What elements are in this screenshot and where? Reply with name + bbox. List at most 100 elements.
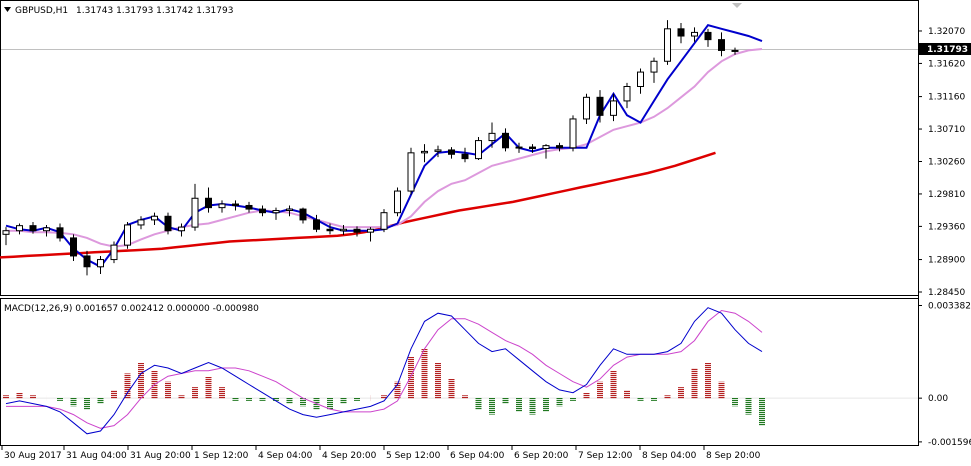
candle xyxy=(16,223,23,235)
bull-candle-body xyxy=(407,152,415,192)
candle xyxy=(70,234,77,261)
bull-candle-body xyxy=(137,219,145,226)
bear-candle-body xyxy=(313,219,320,230)
bull-candle-body xyxy=(583,96,590,120)
candle xyxy=(178,223,185,237)
bull-candle-body xyxy=(191,197,199,228)
bull-candle-body xyxy=(421,150,428,154)
bear-candle-body xyxy=(704,31,712,41)
candle xyxy=(367,227,374,242)
bear-candle-body xyxy=(596,96,604,116)
candle xyxy=(650,57,658,83)
bull-candle-body xyxy=(569,118,577,149)
candle xyxy=(583,93,590,124)
candle xyxy=(542,144,550,159)
time-tick-label: 31 Aug 20:00 xyxy=(130,451,191,461)
candle xyxy=(313,214,320,233)
bear-candle-body xyxy=(677,28,685,37)
time-tick-label: 6 Sep 04:00 xyxy=(450,451,505,461)
bull-candle-body xyxy=(286,208,293,212)
bull-candle-body xyxy=(16,225,23,232)
bull-candle-body xyxy=(488,132,496,142)
ohlc-values-label: 1.31743 1.31793 1.31742 1.31793 xyxy=(76,6,233,16)
candle xyxy=(205,187,212,213)
candle xyxy=(2,227,10,246)
price-tick-label: 1.29810 xyxy=(928,190,965,200)
bull-candle-body xyxy=(637,71,644,88)
bull-candle-body xyxy=(110,244,118,261)
macd-tick-label: 0.003382 xyxy=(928,301,971,311)
bull-candle-body xyxy=(97,259,104,268)
time-tick-label: 4 Sep 20:00 xyxy=(322,451,377,461)
time-axis: 30 Aug 2017 31 Aug 04:00 31 Aug 20:00 1 Sep… xyxy=(1,446,761,461)
candle xyxy=(394,187,401,217)
moving-averages xyxy=(0,24,763,269)
bear-candle-body xyxy=(502,132,509,149)
bear-candle-body xyxy=(232,203,239,206)
bull-candle-body xyxy=(178,226,185,232)
bull-candle-body xyxy=(515,146,523,149)
time-tick-label: 6 Sep 20:00 xyxy=(514,451,569,461)
chart-dropdown-icon[interactable] xyxy=(4,7,11,12)
time-tick-label: 4 Sep 04:00 xyxy=(258,451,313,461)
candle xyxy=(637,68,644,94)
time-tick-label: 30 Aug 2017 xyxy=(4,451,62,461)
macd-axis: 0.003382 0.00 -0.001596 xyxy=(918,301,971,448)
candle xyxy=(110,241,118,264)
macd-main-line xyxy=(5,307,763,435)
candle xyxy=(448,147,455,159)
candle xyxy=(299,207,307,224)
macd-signal-line xyxy=(6,309,763,429)
bear-candle-body xyxy=(29,225,37,232)
price-tick-label: 1.28900 xyxy=(928,256,965,266)
price-tick-label: 1.28450 xyxy=(928,288,965,298)
candle xyxy=(232,200,239,211)
bear-candle-body xyxy=(326,228,334,232)
candle xyxy=(421,144,428,163)
candle xyxy=(610,93,617,122)
candle xyxy=(461,147,469,163)
bear-candle-body xyxy=(56,227,64,239)
price-tick-label: 1.31620 xyxy=(928,59,965,69)
time-tick-label: 31 Aug 04:00 xyxy=(66,451,127,461)
time-tick-label: 8 Sep 04:00 xyxy=(642,451,697,461)
bear-candle-body xyxy=(461,153,469,160)
candle xyxy=(623,82,631,109)
candle xyxy=(677,23,685,44)
time-tick-label: 5 Sep 12:00 xyxy=(386,451,441,461)
time-tick-label: 7 Sep 12:00 xyxy=(578,451,633,461)
candle xyxy=(259,205,266,217)
bull-candle-body xyxy=(367,228,374,233)
bull-candle-body xyxy=(272,210,280,214)
bull-candle-body xyxy=(380,212,388,230)
bear-candle-body xyxy=(245,204,253,210)
bull-candle-body xyxy=(434,149,442,152)
bear-candle-body xyxy=(164,215,172,232)
bull-candle-body xyxy=(43,227,50,232)
candle xyxy=(43,224,50,237)
price-axis: 1.32070 1.31620 1.31160 1.30710 1.30260 1.298… xyxy=(918,27,965,298)
bull-candle-body xyxy=(340,228,347,232)
time-tick-label: 8 Sep 20:00 xyxy=(706,451,761,461)
candle xyxy=(731,47,739,55)
slow-ma-line xyxy=(0,151,716,259)
candle xyxy=(97,255,104,274)
candle xyxy=(326,223,334,235)
candle xyxy=(407,147,415,195)
candle xyxy=(137,216,145,230)
bull-candle-body xyxy=(542,145,550,150)
bull-candle-body xyxy=(124,224,131,246)
price-tick-label: 1.30260 xyxy=(928,157,965,167)
candle xyxy=(434,145,442,158)
candle xyxy=(691,27,698,42)
candle xyxy=(569,115,577,152)
candle xyxy=(272,207,280,220)
bull-candle-body xyxy=(218,203,226,209)
candle xyxy=(29,222,37,234)
chart-shift-marker-icon[interactable] xyxy=(732,3,742,8)
bear-candle-body xyxy=(731,49,739,52)
time-tick-label: 1 Sep 12:00 xyxy=(194,451,249,461)
bull-candle-body xyxy=(691,31,698,37)
